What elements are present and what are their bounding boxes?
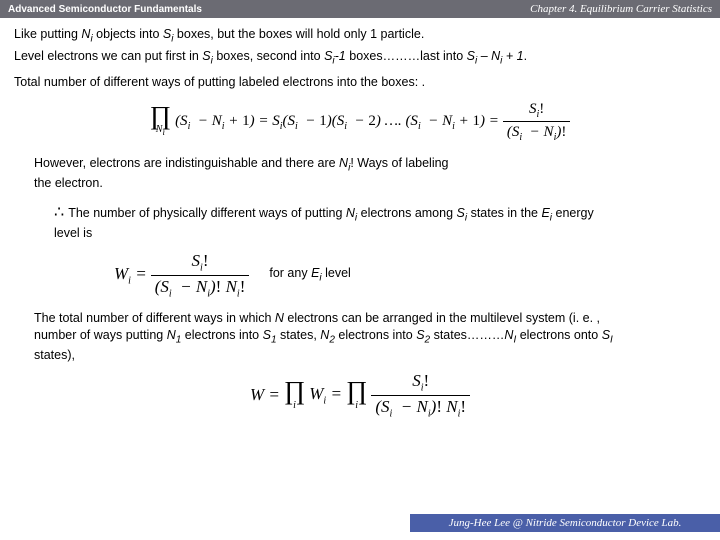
- p2-text-b: boxes, second into: [213, 49, 324, 63]
- sym-Ni: Ni: [81, 27, 92, 41]
- sym-S2: S2: [416, 328, 430, 342]
- equation-1: ∏Ni (Si − Ni + 1) = Si(Si − 1)(Si − 2) ……: [14, 99, 706, 145]
- p6-text-c: electrons into: [181, 328, 262, 342]
- equation-2-row: Wi = Si! (Si − Ni)! Ni! for any Ei level: [114, 250, 706, 301]
- paragraph-4: However, electrons are indistinguishable…: [34, 155, 464, 192]
- p5-text-b: electrons among: [357, 206, 456, 220]
- p6-text-f: states………: [430, 328, 504, 342]
- sym-NI: NI: [504, 328, 516, 342]
- p1-text-b: objects into: [93, 27, 163, 41]
- p6-text-h: states),: [34, 348, 75, 362]
- paragraph-1: Like putting Ni objects into Si boxes, b…: [14, 26, 706, 46]
- paragraph-2: Level electrons we can put first in Si b…: [14, 48, 706, 68]
- p4-text-a: However, electrons are indistinguishable…: [34, 156, 339, 170]
- page-content: Like putting Ni objects into Si boxes, b…: [0, 18, 720, 421]
- p5-text-c: states in the: [467, 206, 541, 220]
- sym-N: N: [275, 311, 284, 325]
- p6-text-a: The total number of different ways in wh…: [34, 311, 275, 325]
- footer-bar: Jung-Hee Lee @ Nitride Semiconductor Dev…: [410, 514, 720, 532]
- paragraph-6: The total number of different ways in wh…: [34, 310, 634, 364]
- p6-text-e: electrons into: [335, 328, 416, 342]
- p2-text-d: .: [524, 49, 527, 63]
- p6-text-d: states,: [277, 328, 321, 342]
- therefore-icon: ∴: [54, 204, 64, 221]
- sym-Si-minus-1: Si-1: [324, 49, 346, 63]
- p2-text-a: Level electrons we can put first in: [14, 49, 202, 63]
- header-title-left: Advanced Semiconductor Fundamentals: [8, 4, 202, 15]
- paragraph-5: ∴ The number of physically different ways…: [54, 202, 604, 242]
- p1-text-c: boxes, but the boxes will hold only 1 pa…: [173, 27, 424, 41]
- sym-Si-3: Si: [457, 206, 468, 220]
- header-bar: Advanced Semiconductor Fundamentals Chap…: [0, 0, 720, 18]
- sym-N2: N2: [320, 328, 335, 342]
- sym-Si-Ni-1: Si – Ni + 1: [467, 49, 524, 63]
- footer-text: Jung-Hee Lee @ Nitride Semiconductor Dev…: [449, 517, 682, 529]
- p6-text-g: electrons onto: [516, 328, 601, 342]
- equation-2: Wi = Si! (Si − Ni)! Ni!: [114, 250, 249, 301]
- sym-S1: S1: [263, 328, 277, 342]
- sym-N1: N1: [167, 328, 182, 342]
- p2-text-c: boxes………last into: [346, 49, 467, 63]
- equation-2-caption: for any Ei level: [269, 265, 350, 285]
- sym-Ni-3: Ni: [346, 206, 357, 220]
- header-title-right: Chapter 4. Equilibrium Carrier Statistic…: [530, 3, 712, 15]
- p1-text-a: Like putting: [14, 27, 81, 41]
- p5-text-a: The number of physically different ways …: [68, 206, 346, 220]
- sym-Si: Si: [163, 27, 174, 41]
- sym-Si-2: Si: [202, 49, 213, 63]
- paragraph-3: Total number of different ways of puttin…: [14, 74, 706, 91]
- sym-SI: SI: [602, 328, 613, 342]
- sym-Ei: Ei: [541, 206, 552, 220]
- equation-3: W = ∏i Wi = ∏i Si! (Si − Ni)! Ni!: [14, 370, 706, 421]
- sym-Ni-fact: Ni: [339, 156, 350, 170]
